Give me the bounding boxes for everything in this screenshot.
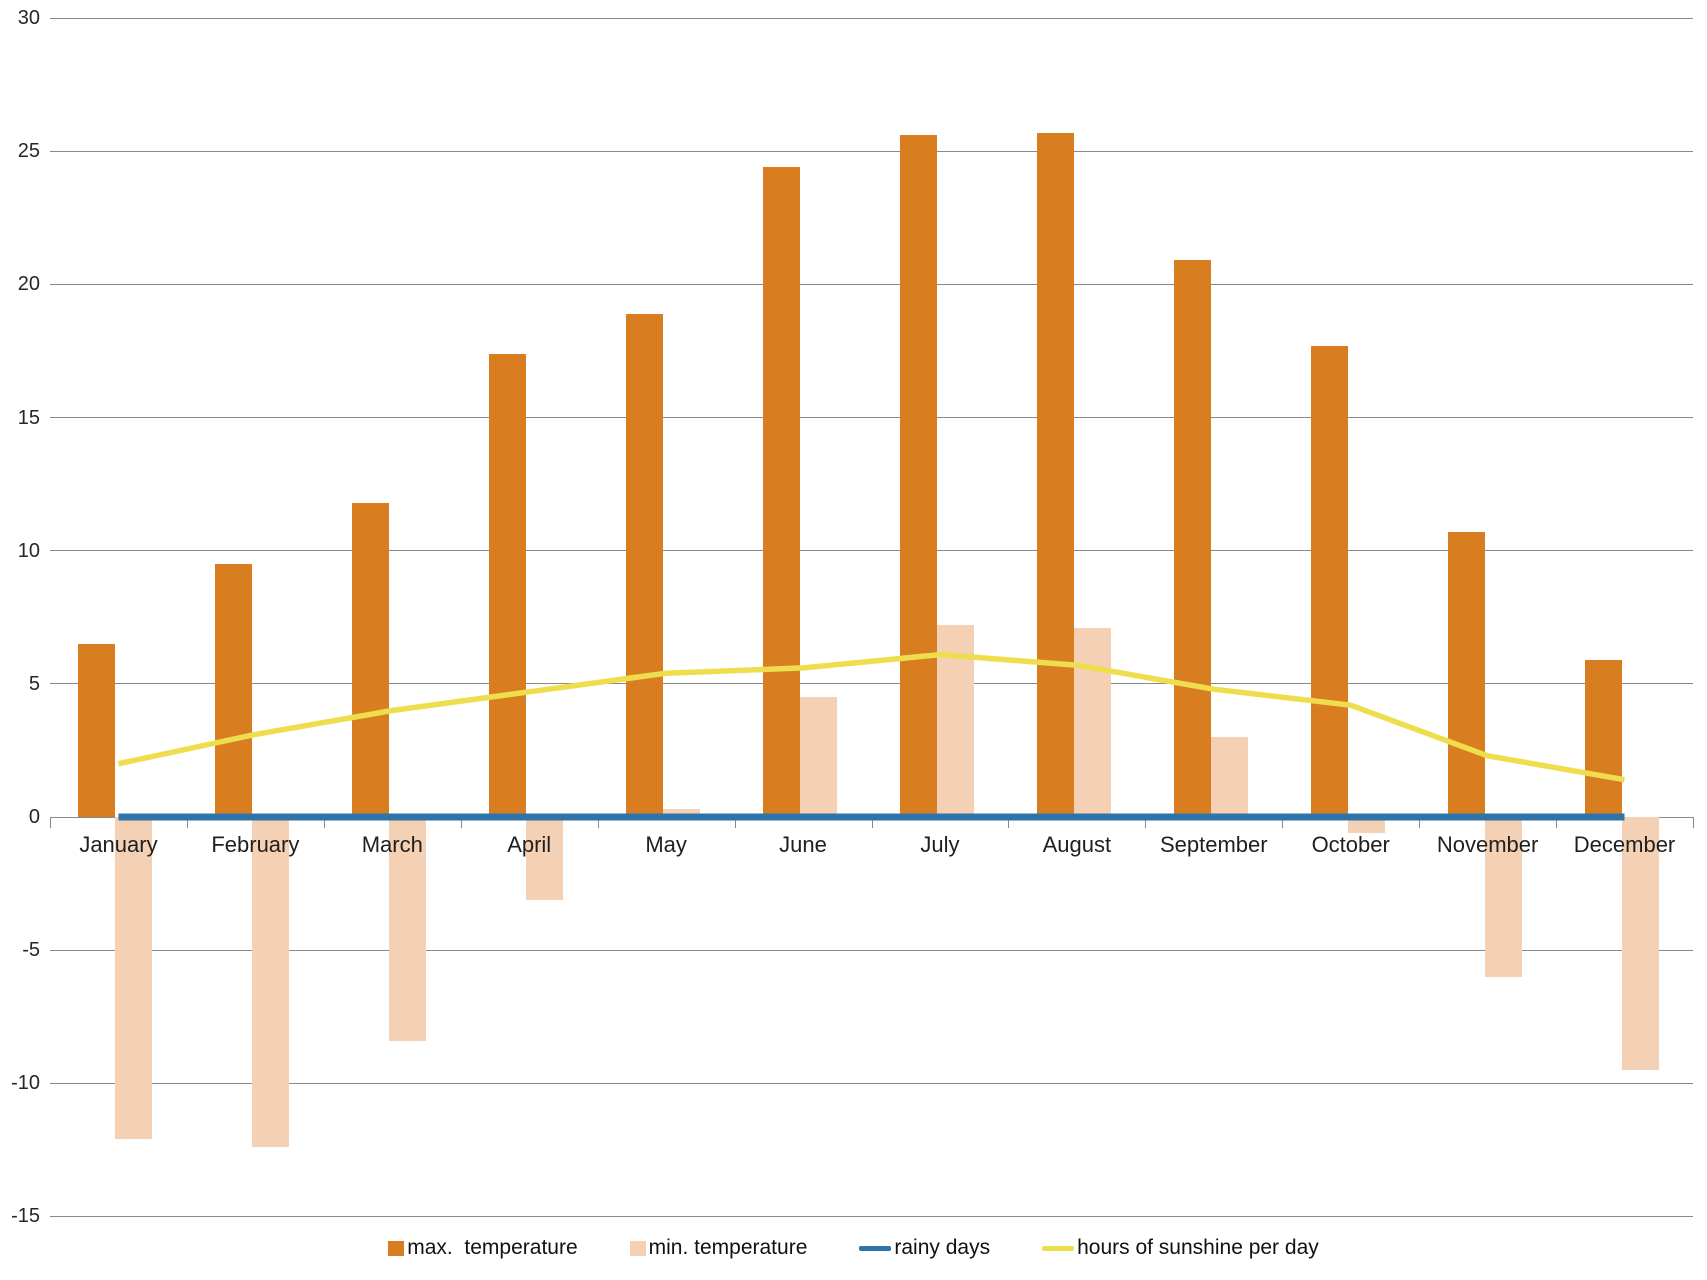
y-axis-label: 20 <box>17 273 40 296</box>
axis-tick <box>1693 817 1694 828</box>
max-temperature-swatch-icon <box>388 1240 405 1256</box>
y-axis-label: 10 <box>17 539 40 562</box>
max-temperature-bar-january <box>78 643 116 817</box>
hours-of-sunshine-line <box>117 651 1625 783</box>
y-axis-label: 30 <box>17 7 40 30</box>
legend-item-rainy-days: rainy days <box>859 1236 990 1260</box>
max-temperature-bar-february <box>215 564 253 817</box>
max-temperature-bar-october <box>1310 345 1348 817</box>
x-axis-label-july: July <box>920 832 960 857</box>
y-axis-label: -10 <box>11 1072 40 1095</box>
y-axis-label: 5 <box>28 672 40 695</box>
min-temperature-bar-august <box>1073 627 1111 817</box>
gridline <box>50 1082 1693 1084</box>
axis-tick <box>1556 817 1558 828</box>
gridline <box>50 417 1693 419</box>
x-axis-label-september: September <box>1159 832 1268 857</box>
x-axis-label-november: November <box>1436 832 1539 857</box>
max-temperature-bar-december <box>1584 659 1622 817</box>
legend-item-hours-of-sunshine: hours of sunshine per day <box>1042 1236 1319 1260</box>
axis-tick <box>50 817 51 828</box>
y-axis-label: -15 <box>11 1205 40 1228</box>
min-temperature-swatch-icon <box>629 1240 646 1256</box>
gridline <box>50 683 1693 685</box>
axis-tick <box>186 817 188 828</box>
max-temperature-bar-may <box>626 313 664 817</box>
x-axis-label-june: June <box>779 832 827 857</box>
min-temperature-bar-december <box>1621 817 1659 1070</box>
legend-label-rainy-days: rainy days <box>894 1236 991 1259</box>
max-temperature-bar-june <box>763 167 801 817</box>
x-axis-label-april: April <box>507 832 552 857</box>
y-axis-label: 0 <box>28 806 40 828</box>
min-temperature-bar-january <box>115 817 153 1140</box>
max-temperature-bar-april <box>489 353 527 817</box>
legend-label-min-temperature: min. temperature <box>648 1236 808 1259</box>
max-temperature-bar-september <box>1173 260 1211 817</box>
y-axis-label: 25 <box>17 140 40 163</box>
hours-of-sunshine-line-swatch-icon <box>1042 1245 1075 1251</box>
axis-tick <box>1419 817 1421 828</box>
axis-tick <box>460 817 462 828</box>
min-temperature-bar-february <box>252 817 290 1148</box>
axis-tick <box>597 817 599 828</box>
y-axis-label: 15 <box>17 406 40 429</box>
min-temperature-bar-september <box>1210 737 1248 817</box>
y-axis-label: -5 <box>22 939 40 962</box>
gridline <box>50 550 1693 552</box>
legend-label-hours-of-sunshine: hours of sunshine per day <box>1077 1236 1319 1259</box>
legend-item-max-temperature: max. temperature <box>388 1236 578 1260</box>
gridline <box>50 17 1693 19</box>
max-temperature-bar-march <box>352 502 390 817</box>
gridline <box>50 283 1693 285</box>
x-axis-label-january: January <box>79 832 158 857</box>
axis-tick <box>1282 817 1284 828</box>
min-temperature-bar-april <box>526 817 564 900</box>
max-temperature-bar-july <box>899 135 937 817</box>
gridline <box>50 949 1693 951</box>
x-axis-label-march: March <box>361 832 423 857</box>
axis-tick <box>871 817 873 828</box>
x-axis-label-december: December <box>1573 832 1676 857</box>
max-temperature-bar-november <box>1447 532 1485 817</box>
legend: max. temperature min. temperature rainy … <box>0 1236 1707 1260</box>
x-axis-label-february: February <box>211 832 300 857</box>
legend-item-min-temperature: min. temperature <box>629 1236 808 1260</box>
max-temperature-bar-august <box>1036 132 1074 817</box>
min-temperature-bar-june <box>800 697 838 817</box>
min-temperature-bar-march <box>389 817 427 1041</box>
x-axis-label-october: October <box>1311 832 1390 857</box>
rainy-days-line-swatch-icon <box>859 1245 892 1251</box>
min-temperature-bar-october <box>1347 817 1385 833</box>
axis-tick <box>323 817 325 828</box>
x-axis-label-may: May <box>645 832 687 857</box>
gridline <box>50 1215 1693 1217</box>
legend-label-max-temperature: max. temperature <box>407 1236 578 1259</box>
min-temperature-bar-may <box>663 809 701 817</box>
axis-tick <box>734 817 736 828</box>
gridline <box>50 150 1693 152</box>
x-axis-label-august: August <box>1042 832 1112 857</box>
axis-tick <box>1008 817 1010 828</box>
min-temperature-bar-november <box>1484 817 1522 977</box>
axis-tick <box>1145 817 1147 828</box>
